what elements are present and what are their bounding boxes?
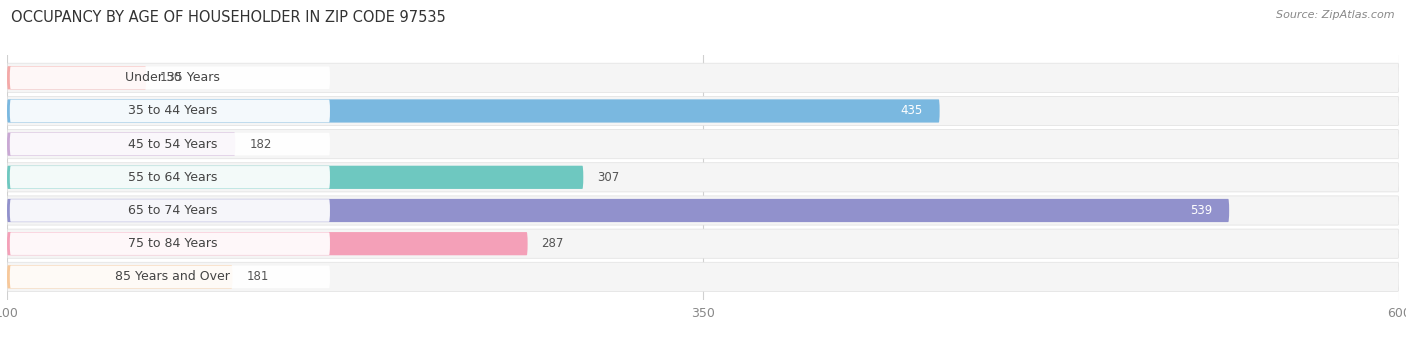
Text: 287: 287 — [541, 237, 564, 250]
Text: OCCUPANCY BY AGE OF HOUSEHOLDER IN ZIP CODE 97535: OCCUPANCY BY AGE OF HOUSEHOLDER IN ZIP C… — [11, 10, 446, 25]
FancyBboxPatch shape — [7, 163, 1399, 192]
FancyBboxPatch shape — [10, 100, 330, 122]
FancyBboxPatch shape — [7, 97, 1399, 125]
Text: Under 35 Years: Under 35 Years — [125, 71, 221, 84]
FancyBboxPatch shape — [7, 232, 527, 255]
Text: 181: 181 — [246, 270, 269, 283]
FancyBboxPatch shape — [7, 66, 146, 89]
FancyBboxPatch shape — [7, 99, 939, 122]
Text: 539: 539 — [1191, 204, 1212, 217]
FancyBboxPatch shape — [10, 266, 330, 288]
Text: Source: ZipAtlas.com: Source: ZipAtlas.com — [1277, 10, 1395, 20]
Text: 75 to 84 Years: 75 to 84 Years — [128, 237, 218, 250]
FancyBboxPatch shape — [7, 196, 1399, 225]
FancyBboxPatch shape — [7, 262, 1399, 292]
Text: 435: 435 — [901, 104, 922, 117]
Text: 55 to 64 Years: 55 to 64 Years — [128, 171, 218, 184]
FancyBboxPatch shape — [7, 130, 1399, 159]
Text: 35 to 44 Years: 35 to 44 Years — [128, 104, 218, 117]
FancyBboxPatch shape — [10, 133, 330, 155]
FancyBboxPatch shape — [7, 166, 583, 189]
Text: 182: 182 — [249, 138, 271, 151]
FancyBboxPatch shape — [7, 265, 232, 288]
Text: 85 Years and Over: 85 Years and Over — [115, 270, 231, 283]
FancyBboxPatch shape — [7, 199, 1229, 222]
FancyBboxPatch shape — [7, 133, 235, 156]
Text: 307: 307 — [598, 171, 620, 184]
FancyBboxPatch shape — [10, 166, 330, 189]
FancyBboxPatch shape — [7, 229, 1399, 258]
Text: 45 to 54 Years: 45 to 54 Years — [128, 138, 218, 151]
FancyBboxPatch shape — [10, 199, 330, 222]
FancyBboxPatch shape — [10, 66, 330, 89]
FancyBboxPatch shape — [10, 233, 330, 255]
Text: 150: 150 — [160, 71, 183, 84]
FancyBboxPatch shape — [7, 63, 1399, 92]
Text: 65 to 74 Years: 65 to 74 Years — [128, 204, 218, 217]
